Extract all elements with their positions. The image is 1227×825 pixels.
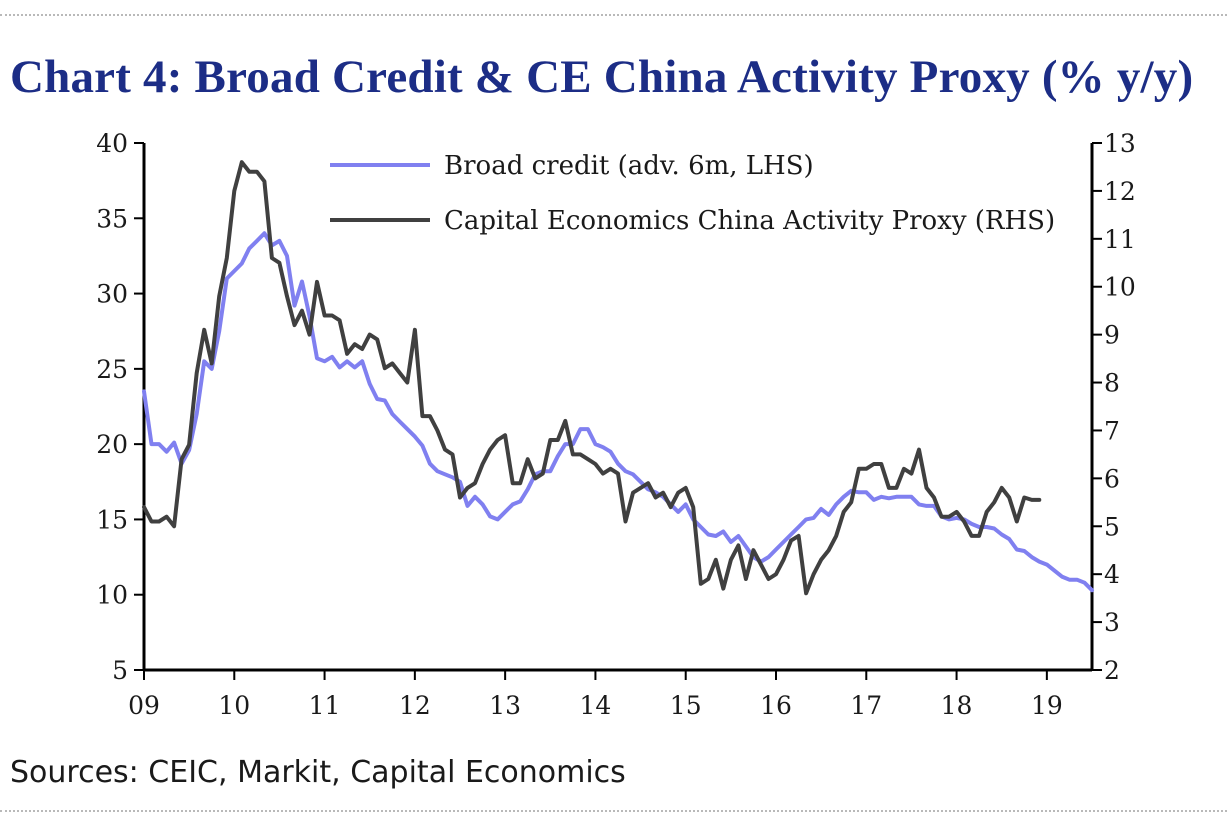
x-tick-label: 14 bbox=[580, 691, 612, 720]
x-tick-label: 13 bbox=[489, 691, 521, 720]
left-tick-label: 5 bbox=[112, 656, 128, 685]
right-tick-label: 3 bbox=[1104, 608, 1120, 637]
right-tick-label: 9 bbox=[1104, 321, 1120, 350]
left-tick-label: 15 bbox=[96, 505, 128, 534]
left-tick-label: 35 bbox=[96, 204, 128, 233]
right-tick-label: 2 bbox=[1104, 656, 1120, 685]
bottom-divider bbox=[0, 810, 1227, 812]
left-tick-label: 20 bbox=[96, 430, 128, 459]
right-tick-label: 12 bbox=[1104, 177, 1136, 206]
left-tick-label: 10 bbox=[96, 581, 128, 610]
legend-item-broad-credit-label: Broad credit (adv. 6m, LHS) bbox=[444, 151, 814, 181]
right-tick-label: 7 bbox=[1104, 416, 1120, 445]
right-tick-label: 6 bbox=[1104, 464, 1120, 493]
legend: Broad credit (adv. 6m, LHS) Capital Econo… bbox=[330, 151, 1055, 236]
left-tick-label: 30 bbox=[96, 280, 128, 309]
x-tick-label: 15 bbox=[670, 691, 702, 720]
x-tick-label: 11 bbox=[309, 691, 341, 720]
top-divider bbox=[0, 14, 1227, 16]
right-tick-label: 11 bbox=[1104, 225, 1136, 254]
right-tick-label: 5 bbox=[1104, 512, 1120, 541]
x-tick-label: 19 bbox=[1031, 691, 1063, 720]
x-tick-label: 18 bbox=[941, 691, 973, 720]
x-tick-label: 16 bbox=[760, 691, 792, 720]
x-tick-label: 12 bbox=[399, 691, 431, 720]
activity-proxy-line bbox=[142, 160, 1042, 596]
axes: 5 10 15 20 25 30 35 40 2 3 4 5 6 7 8 9 10 11 12 13 09 10 11 12 1… bbox=[96, 129, 1136, 720]
right-tick-label: 4 bbox=[1104, 560, 1120, 589]
right-tick-label: 13 bbox=[1104, 129, 1136, 158]
left-tick-label: 40 bbox=[96, 129, 128, 158]
legend-item-activity-proxy-label: Capital Economics China Activity Proxy (… bbox=[444, 206, 1055, 236]
chart-title: Chart 4: Broad Credit & CE China Activit… bbox=[10, 51, 1194, 103]
broad-credit-line bbox=[142, 231, 1094, 593]
x-tick-label: 17 bbox=[850, 691, 882, 720]
left-tick-label: 25 bbox=[96, 355, 128, 384]
series-lines bbox=[142, 160, 1094, 596]
right-tick-label: 8 bbox=[1104, 369, 1120, 398]
source-note: Sources: CEIC, Markit, Capital Economics bbox=[10, 755, 626, 790]
x-tick-label: 10 bbox=[218, 691, 250, 720]
x-tick-label: 09 bbox=[128, 691, 160, 720]
right-tick-label: 10 bbox=[1104, 273, 1136, 302]
